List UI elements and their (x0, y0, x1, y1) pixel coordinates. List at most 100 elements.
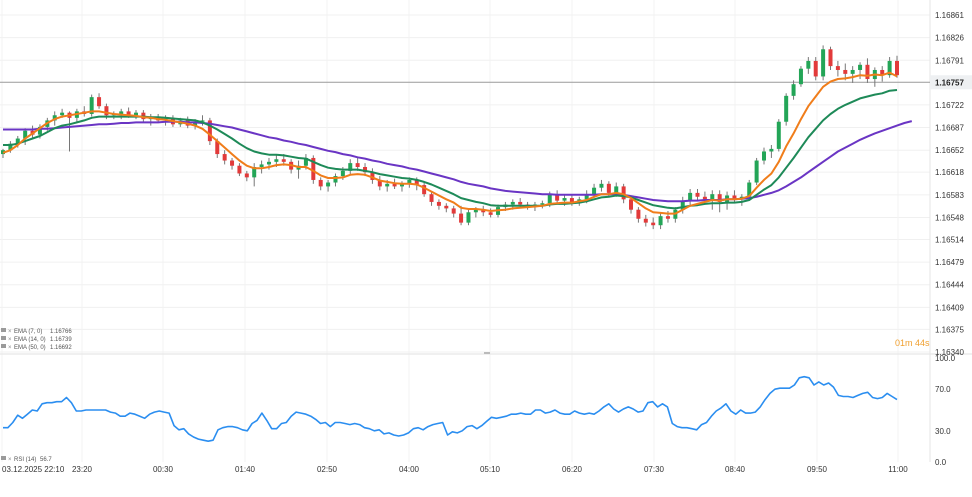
rsi-legend-label: RSI (14) (14, 457, 36, 463)
candle-body (23, 130, 28, 139)
candle-body (222, 154, 227, 161)
rsi-tick-label: 100.0 (935, 354, 956, 363)
rsi-legend-value: 56.7 (40, 457, 52, 463)
price-tick-label: 1.16687 (935, 124, 964, 133)
countdown-timer: 01m 44s (895, 338, 930, 348)
ema-lines (2, 71, 913, 215)
indicator-value: 1.16739 (50, 337, 72, 343)
candle-body (821, 49, 826, 77)
menu-icon (1, 336, 6, 340)
candle-body (436, 201, 441, 206)
ema-7-line (2, 71, 898, 215)
candle-body (658, 216, 663, 226)
candle-body (732, 195, 737, 200)
candle-body (850, 69, 855, 74)
candle-body (488, 212, 493, 215)
candle-body (89, 97, 94, 114)
candle-body (599, 183, 604, 188)
time-tick-label: 07:30 (644, 465, 665, 474)
candle-body (562, 198, 567, 201)
candle-body (865, 64, 870, 80)
menu-icon (1, 344, 6, 348)
time-tick-label: 04:00 (399, 465, 420, 474)
candle-body (747, 182, 752, 197)
indicator-legend[interactable]: × EMA (7, 0) 1.16766× EMA (14, 0) 1.16739× EM… (1, 328, 72, 463)
candle-body (481, 209, 486, 213)
candle-body (776, 121, 781, 149)
candle-body (451, 208, 456, 214)
candle-body (614, 186, 619, 193)
candle-body (444, 205, 449, 209)
candle-body (584, 194, 589, 200)
candle-body (629, 199, 634, 210)
indicator-value: 1.16766 (50, 329, 72, 335)
candle-body (259, 164, 264, 168)
candle-body (710, 194, 715, 200)
candle-body (473, 209, 478, 213)
candle-body (52, 115, 57, 121)
candle-body (348, 163, 353, 171)
candle-body (422, 185, 427, 195)
candle-body (835, 66, 840, 70)
candle-body (555, 194, 560, 201)
candle-body (621, 186, 626, 200)
axes: 1.16861 1.16826 1.16791 1.16722 1.16687 1.166… (2, 11, 972, 474)
candle-body (15, 138, 20, 144)
price-tick-label: 1.16375 (935, 325, 964, 334)
candle-body (510, 201, 515, 205)
candle-body (459, 213, 464, 223)
candle-body (133, 112, 138, 116)
candle-body (680, 200, 685, 210)
candle-body (702, 196, 707, 200)
candle-body (806, 60, 811, 69)
candle-body (340, 170, 345, 177)
ema-50-line (3, 120, 913, 203)
indicator-label: EMA (7, 0) (14, 329, 42, 335)
indicator-label: EMA (14, 0) (14, 337, 46, 343)
close-icon: × (8, 329, 12, 335)
candle-body (97, 97, 102, 107)
candle-body (104, 106, 109, 116)
close-icon: × (8, 337, 12, 343)
candle-body (813, 60, 818, 77)
candle-body (244, 173, 249, 178)
menu-icon (1, 328, 6, 332)
price-tick-label: 1.16722 (935, 101, 964, 110)
time-tick-label: 09:50 (807, 465, 828, 474)
price-tick-label: 1.16826 (935, 34, 964, 43)
candle-body (887, 60, 892, 76)
candle-body (333, 176, 338, 183)
last-price-label: 1.16757 (935, 78, 964, 87)
time-tick-label: 01:40 (235, 465, 256, 474)
price-tick-label: 1.16548 (935, 213, 964, 222)
candle-body (665, 216, 670, 219)
close-icon: × (8, 345, 12, 351)
candle-body (880, 69, 885, 76)
candle-body (8, 143, 13, 151)
candle-body (385, 183, 390, 187)
candle-body (717, 194, 722, 202)
candle-body (119, 111, 124, 114)
candle-body (466, 212, 471, 223)
candle-body (370, 172, 375, 180)
candle-body (547, 194, 552, 204)
candle-body (303, 157, 308, 166)
candle-body (695, 192, 700, 197)
candle-body (392, 183, 397, 187)
candle-body (399, 183, 404, 187)
candle-body (230, 160, 235, 166)
candle-body (237, 165, 242, 174)
candle-body (843, 69, 848, 74)
candle-body (355, 163, 360, 168)
candle-body (569, 198, 574, 204)
candle-body (643, 218, 648, 223)
rsi-line (3, 375, 898, 443)
rsi-tick-label: 0.0 (935, 458, 947, 467)
candle-body (762, 151, 767, 161)
candle-body (754, 160, 759, 183)
time-tick-label: 23:20 (72, 465, 93, 474)
candle-body (429, 194, 434, 202)
time-tick-label: 06:20 (562, 465, 583, 474)
